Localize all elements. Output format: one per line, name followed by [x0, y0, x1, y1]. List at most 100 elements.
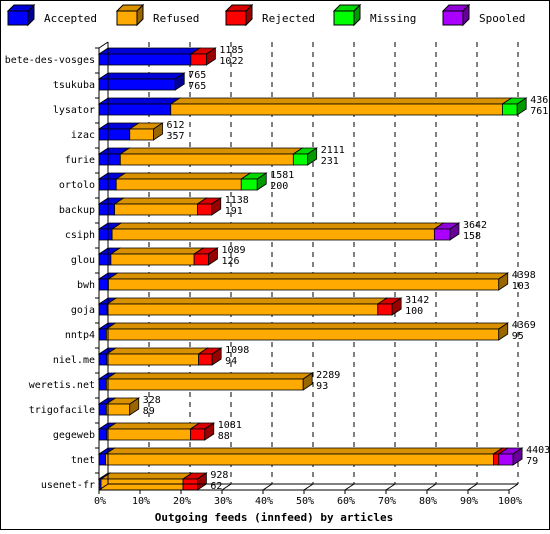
bar-accepted-label: 89 — [143, 406, 155, 417]
grid-floor-line — [221, 483, 232, 491]
x-tick-label: 80% — [419, 496, 437, 507]
bar-total-label: 1089 — [221, 245, 245, 256]
bar-segment-refused — [106, 353, 200, 366]
grid-floor-line — [467, 483, 478, 491]
category-label: lysator — [53, 105, 95, 116]
category-label: gegeweb — [53, 430, 95, 441]
bar-segment-accepted — [98, 203, 115, 216]
bar-segment-accepted — [98, 78, 176, 91]
x-tick-label: 40% — [255, 496, 273, 507]
bar-segment-refused — [105, 328, 500, 341]
legend-swatch — [225, 10, 247, 26]
bar-total-label: 328 — [143, 395, 161, 406]
bar-segment-side — [516, 97, 527, 116]
y-axis-top-edge — [98, 41, 109, 49]
bar-segment-top-refused — [105, 322, 510, 330]
legend-item-accepted: Accepted — [6, 3, 97, 27]
bar-total-label: 1081 — [218, 420, 242, 431]
grid-floor-line — [426, 483, 437, 491]
bar-segment-rejected — [193, 253, 209, 266]
bar-segment-accepted — [98, 228, 113, 241]
bar-accepted-label: 93 — [316, 381, 328, 392]
bar-segment-top-refused — [113, 197, 208, 205]
bar-total-label: 1185 — [219, 45, 243, 56]
x-axis-corner — [98, 483, 109, 491]
bar-segment-side — [498, 272, 509, 291]
bar-segment-side — [211, 197, 222, 216]
bar-segment-refused — [119, 153, 294, 166]
bar-segment-accepted — [98, 453, 106, 466]
bar-total-label: 1581 — [270, 170, 294, 181]
bar-segment-side — [307, 147, 318, 166]
bar-segment-accepted — [98, 328, 107, 341]
category-label: csiph — [65, 230, 95, 241]
x-tick-label: 100% — [498, 496, 522, 507]
bar-total-label: 4398 — [512, 270, 536, 281]
bar-accepted-label: 761 — [530, 106, 548, 117]
bar-accepted-label: 94 — [225, 356, 237, 367]
legend-label: Spooled — [479, 12, 525, 25]
bar-accepted-label: 765 — [188, 81, 206, 92]
x-tick-label: 30% — [214, 496, 232, 507]
bar-segment-top-refused — [107, 272, 510, 280]
legend-item-missing: Missing — [332, 3, 416, 27]
bar-segment-top-refused — [99, 472, 194, 480]
bar-segment-refused — [170, 103, 503, 116]
bar-segment-side — [449, 222, 460, 241]
bar-accepted-label: 126 — [221, 256, 239, 267]
bar-segment-side — [498, 322, 509, 341]
category-label: usenet-fr — [41, 480, 95, 491]
category-label: tnet — [71, 455, 95, 466]
bar-segment-missing — [240, 178, 258, 191]
bar-segment-top-refused — [104, 447, 504, 455]
bar-total-label: 2289 — [316, 370, 340, 381]
bar-segment-refused — [105, 453, 494, 466]
bar-segment-refused — [105, 403, 131, 416]
bar-segment-top-accepted — [97, 47, 202, 55]
bar-total-label: 4361 — [530, 95, 550, 106]
bar-total-label: 1098 — [225, 345, 249, 356]
bar-accepted-label: 100 — [405, 306, 423, 317]
bar-segment-side — [391, 297, 402, 316]
legend-label: Rejected — [262, 12, 315, 25]
category-label: trigofacile — [29, 405, 95, 416]
category-label: goja — [71, 305, 95, 316]
bar-segment-rejected — [190, 428, 206, 441]
bar-total-label: 2111 — [321, 145, 345, 156]
bar-segment-top-refused — [118, 147, 304, 155]
legend-swatch — [442, 10, 464, 26]
bar-segment-accepted — [98, 403, 107, 416]
bar-segment-accepted — [98, 128, 131, 141]
bar-segment-top-refused — [114, 172, 252, 180]
bar-row-lysator: lysator 4361761 — [53, 95, 550, 117]
bar-segment-side — [512, 447, 523, 466]
bar-segment-top-refused — [105, 347, 209, 355]
bar-total-label: 1138 — [225, 195, 249, 206]
bar-segment-side — [174, 72, 185, 91]
bar-segment-refused — [111, 228, 435, 241]
bar-segment-refused — [129, 128, 154, 141]
bar-segment-refused — [110, 253, 195, 266]
bar-segment-refused — [108, 278, 500, 291]
bar-total-label: 3142 — [405, 295, 429, 306]
bar-segment-top-accepted — [97, 72, 186, 80]
x-tick-label: 90% — [460, 496, 478, 507]
category-label: furie — [65, 155, 95, 166]
legend-swatch — [333, 10, 355, 26]
grid-floor-line — [303, 483, 314, 491]
bar-segment-accepted — [98, 378, 107, 391]
category-label: izac — [71, 130, 95, 141]
bar-segment-refused — [106, 428, 191, 441]
bar-segment-rejected — [190, 53, 207, 66]
